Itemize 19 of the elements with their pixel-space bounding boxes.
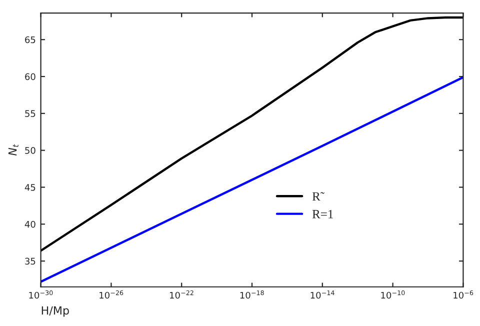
x-tick-label: 10$^{−14}$ [310,290,334,299]
x-tick-label: 10$^{−6}$ [454,290,474,299]
y-axis-title: N$_{t}$ [8,144,18,156]
y-tick-label: 65 [25,36,36,44]
y-tick-label: 45 [24,184,36,191]
y-tick-label: 50 [25,147,36,154]
y-tick-label: 35 [25,258,36,265]
x-tick-label: 10$^{−30}$ [29,290,53,299]
y-tick-label: 40 [24,220,36,228]
x-axis-title: H/Mp [42,306,69,317]
legend-label: R=1 [312,210,333,218]
x-tick-label: 10$^{−10}$ [381,290,405,299]
x-tick-label: 10$^{−22}$ [170,290,194,299]
x-tick-label: 10$^{−18}$ [240,290,264,299]
line-series [40,76,464,283]
y-tick-label: 60 [25,73,36,80]
y-tick-label: 55 [25,110,36,117]
legend-label: R̃ [312,192,324,201]
x-tick-label: 10$^{−26}$ [100,290,124,299]
